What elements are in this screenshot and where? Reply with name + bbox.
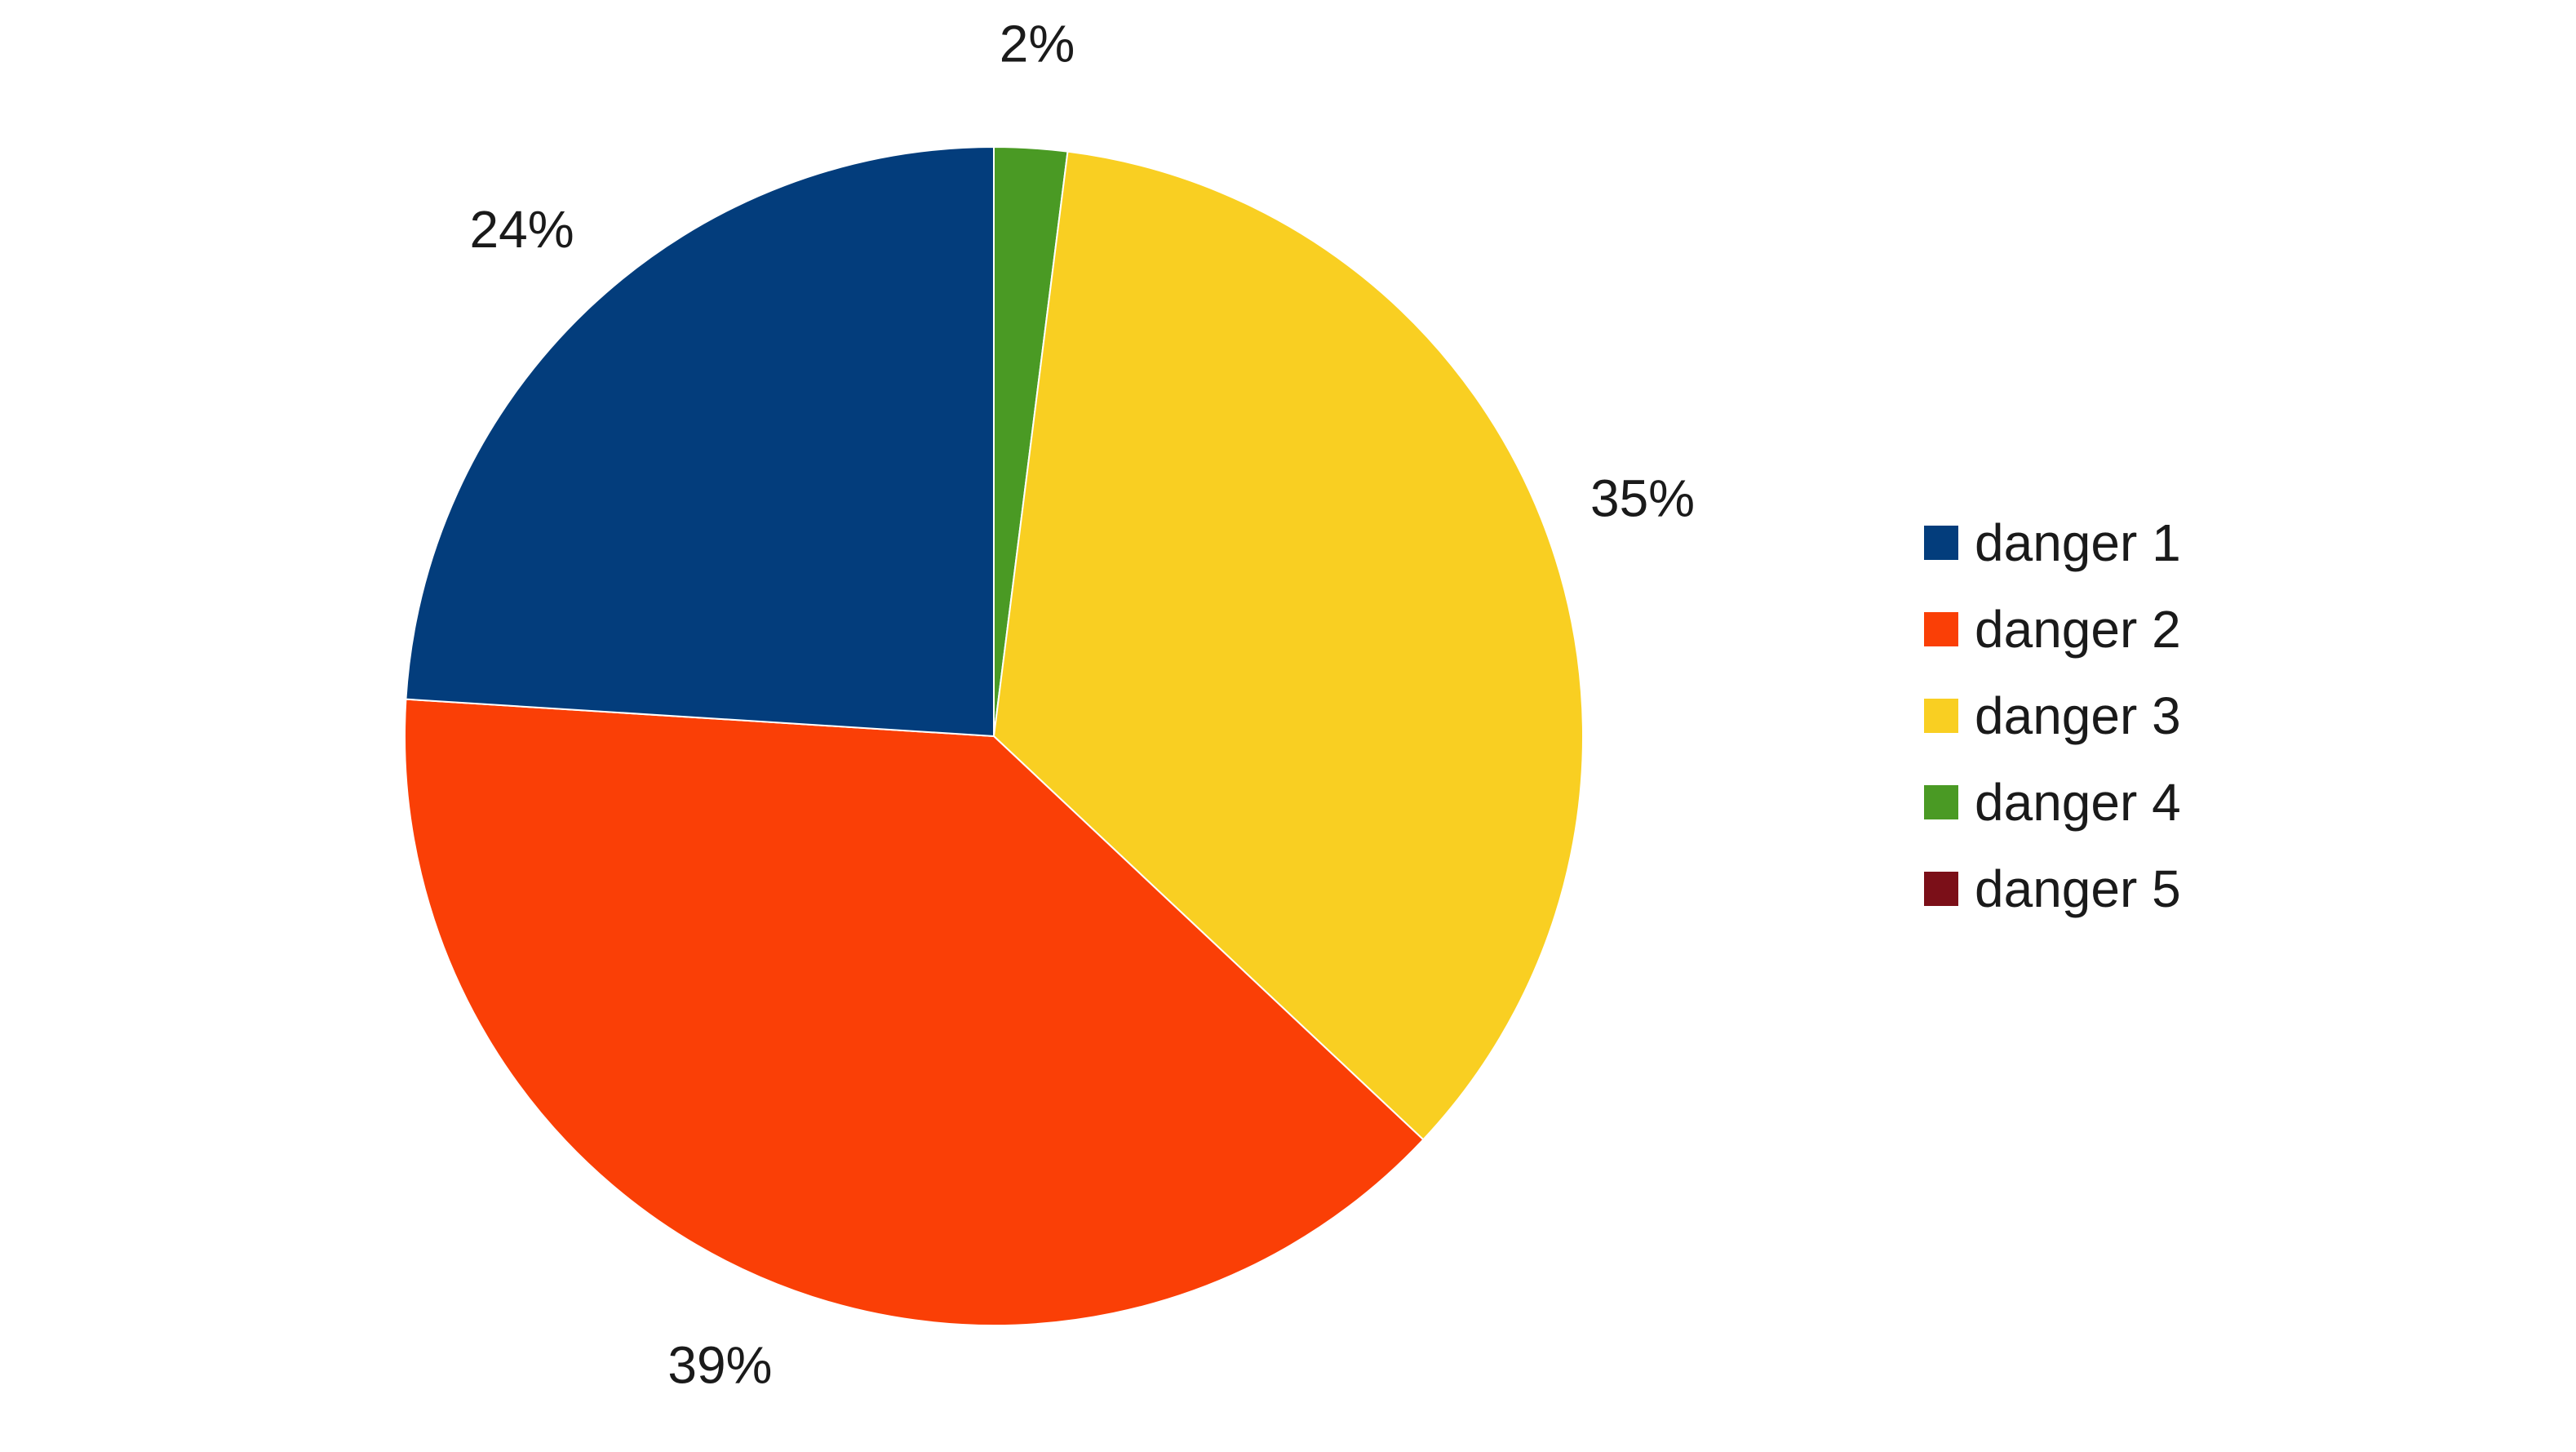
slice-data-label: 35% [1590, 469, 1695, 528]
pie-slice-danger-2 [404, 698, 1425, 1326]
legend-item-danger-4: danger 4 [1924, 759, 2181, 846]
legend-swatch [1924, 785, 1958, 819]
legend-swatch [1924, 526, 1958, 560]
legend: danger 1 danger 2 danger 3 danger 4 dang… [1924, 500, 2181, 932]
pie-slice-danger-1 [405, 145, 995, 738]
legend-label: danger 4 [1975, 773, 2181, 832]
legend-item-danger-2: danger 2 [1924, 586, 2181, 673]
legend-label: danger 2 [1975, 600, 2181, 659]
legend-swatch [1924, 612, 1958, 646]
slice-data-label: 2% [1000, 15, 1075, 73]
legend-item-danger-1: danger 1 [1924, 500, 2181, 586]
pie-slice-danger-3 [992, 150, 1584, 1141]
legend-label: danger 1 [1975, 513, 2181, 572]
slice-data-label: 39% [667, 1335, 772, 1394]
slice-data-label: 24% [470, 200, 574, 259]
legend-item-danger-5: danger 5 [1924, 846, 2181, 932]
legend-item-danger-3: danger 3 [1924, 673, 2181, 759]
legend-label: danger 3 [1975, 686, 2181, 745]
legend-swatch [1924, 699, 1958, 733]
legend-swatch [1924, 872, 1958, 906]
legend-label: danger 5 [1975, 859, 2181, 918]
